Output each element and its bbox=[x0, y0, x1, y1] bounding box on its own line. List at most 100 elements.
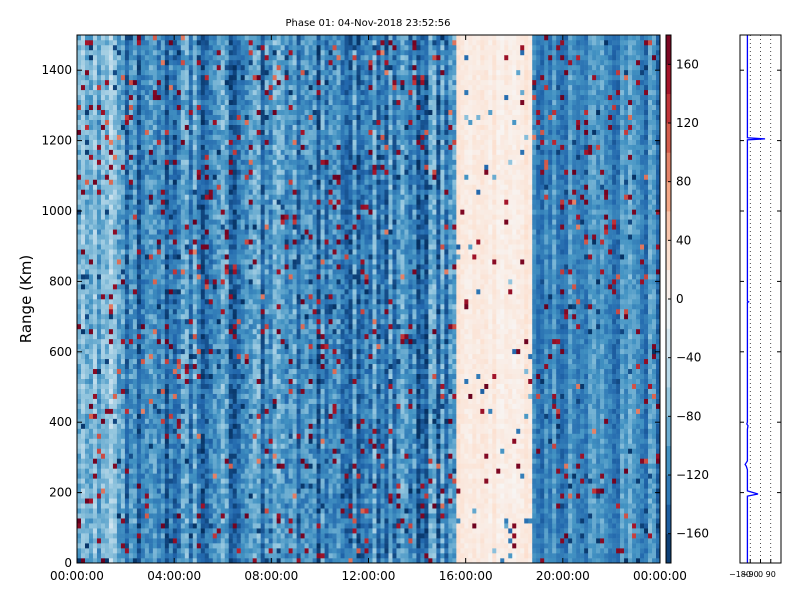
heatmap-cell bbox=[80, 99, 86, 106]
heatmap-cell bbox=[184, 493, 190, 499]
heatmap-cell bbox=[132, 284, 138, 290]
heatmap-cell bbox=[80, 403, 86, 409]
heatmap-cell bbox=[124, 413, 130, 419]
heatmap-cell bbox=[96, 169, 102, 175]
heatmap-cell bbox=[176, 274, 182, 280]
heatmap-cell bbox=[148, 328, 154, 335]
heatmap-cell bbox=[212, 303, 218, 310]
heatmap-cell bbox=[80, 59, 86, 66]
heatmap-cell bbox=[124, 149, 130, 155]
heatmap-cell bbox=[140, 264, 146, 270]
heatmap-cell bbox=[164, 458, 170, 464]
heatmap-cell bbox=[124, 503, 130, 509]
heatmap-cell bbox=[208, 538, 214, 544]
heatmap-cell bbox=[140, 493, 146, 499]
heatmap-cell bbox=[224, 219, 230, 225]
heatmap-cell bbox=[77, 234, 82, 240]
heatmap-cell bbox=[184, 428, 190, 434]
heatmap-cell bbox=[108, 468, 114, 474]
heatmap-cell bbox=[260, 244, 265, 250]
heatmap-cell bbox=[88, 353, 94, 360]
heatmap-cell bbox=[144, 144, 150, 150]
heatmap-cell bbox=[108, 239, 114, 245]
heatmap-cell bbox=[128, 513, 134, 519]
heatmap-cell bbox=[80, 413, 86, 419]
heatmap-cell bbox=[96, 149, 102, 155]
heatmap-cell bbox=[232, 403, 238, 409]
heatmap-cell bbox=[192, 433, 198, 439]
heatmap-cell bbox=[192, 368, 198, 375]
heatmap-cell bbox=[112, 259, 118, 265]
heatmap-cell bbox=[168, 224, 174, 230]
heatmap-cell bbox=[196, 308, 202, 315]
heatmap-cell bbox=[152, 418, 158, 424]
heatmap-cell bbox=[156, 358, 162, 365]
heatmap-cell bbox=[84, 473, 90, 479]
heatmap-cell bbox=[120, 264, 126, 270]
heatmap-cell bbox=[140, 348, 146, 355]
heatmap-cell bbox=[200, 99, 206, 106]
heatmap-cell bbox=[240, 513, 246, 519]
heatmap-cell bbox=[96, 413, 102, 419]
heatmap-cell bbox=[172, 214, 178, 220]
heatmap-cell bbox=[204, 323, 210, 330]
heatmap-cell bbox=[84, 234, 90, 240]
heatmap-cell bbox=[77, 408, 82, 414]
heatmap-cell bbox=[84, 214, 90, 220]
heatmap-cell bbox=[196, 35, 202, 41]
heatmap-cell bbox=[212, 558, 218, 564]
heatmap-cell bbox=[196, 508, 202, 514]
heatmap-cell bbox=[120, 483, 126, 489]
heatmap-cell bbox=[260, 458, 265, 464]
heatmap-cell bbox=[100, 199, 106, 205]
heatmap-cell bbox=[116, 99, 122, 106]
heatmap-cell bbox=[92, 358, 98, 365]
heatmap-cell bbox=[128, 184, 134, 190]
heatmap-cell bbox=[200, 189, 206, 195]
heatmap-cell bbox=[144, 558, 150, 564]
heatmap-cell bbox=[136, 224, 142, 230]
heatmap-cell bbox=[196, 84, 202, 91]
heatmap-cell bbox=[200, 179, 206, 185]
heatmap-cell bbox=[236, 194, 242, 200]
heatmap-cell bbox=[204, 493, 210, 499]
heatmap-cell bbox=[148, 284, 154, 290]
heatmap-cell bbox=[192, 323, 198, 330]
heatmap-cell bbox=[256, 54, 261, 61]
heatmap-cell bbox=[156, 104, 162, 111]
heatmap-cell bbox=[248, 144, 253, 150]
heatmap-cell bbox=[208, 149, 214, 155]
heatmap-cell bbox=[224, 438, 230, 444]
heatmap-cell bbox=[80, 528, 86, 534]
heatmap-cell bbox=[77, 74, 82, 81]
heatmap-cell bbox=[112, 184, 118, 190]
heatmap-cell bbox=[148, 498, 154, 504]
heatmap-cell bbox=[252, 493, 257, 499]
heatmap-cell bbox=[92, 308, 98, 315]
heatmap-cell bbox=[216, 548, 222, 554]
heatmap-cell bbox=[192, 149, 198, 155]
heatmap-cell bbox=[228, 219, 234, 225]
heatmap-cell bbox=[140, 508, 146, 514]
heatmap-cell bbox=[232, 39, 238, 46]
heatmap-cell bbox=[140, 274, 146, 280]
heatmap-cell bbox=[192, 264, 198, 270]
heatmap-cell bbox=[116, 403, 122, 409]
heatmap-cell bbox=[120, 219, 126, 225]
heatmap-cell bbox=[180, 35, 186, 41]
heatmap-cell bbox=[152, 64, 158, 71]
heatmap-cell bbox=[228, 408, 234, 414]
heatmap-cell bbox=[160, 323, 166, 330]
heatmap-cell bbox=[200, 124, 206, 130]
heatmap-cell bbox=[104, 229, 110, 235]
heatmap-cell bbox=[120, 189, 126, 195]
heatmap-cell bbox=[208, 104, 214, 111]
heatmap-cell bbox=[188, 318, 194, 325]
heatmap-cell bbox=[244, 139, 249, 145]
heatmap-cell bbox=[188, 194, 194, 200]
heatmap-cell bbox=[232, 538, 238, 544]
heatmap-cell bbox=[92, 398, 98, 404]
heatmap-cell bbox=[108, 308, 114, 315]
heatmap-cell bbox=[232, 363, 238, 370]
heatmap-cell bbox=[84, 363, 90, 370]
